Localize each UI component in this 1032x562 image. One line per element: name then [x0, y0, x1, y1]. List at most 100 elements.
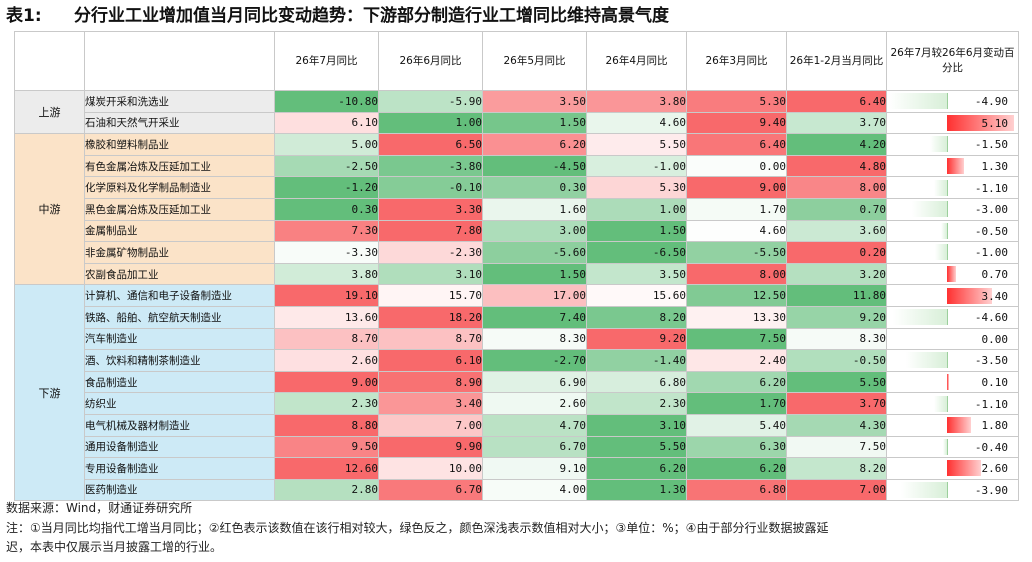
change-value: 0.10 [981, 376, 1009, 390]
value-cell: 4.20 [786, 133, 887, 156]
change-value: 1.30 [981, 160, 1009, 174]
change-value: -0.50 [974, 224, 1008, 238]
value-cell: 3.00 [482, 219, 587, 243]
header-col: 26年1-2月当月同比 [786, 31, 887, 91]
value-cell: 6.20 [686, 370, 787, 394]
value-cell: 19.10 [274, 284, 379, 307]
value-cell: 11.80 [786, 284, 887, 307]
table-row: 非金属矿物制品业 -3.30 -2.30 -5.60 -6.50 -5.50 0.20 -1.… [15, 241, 1019, 264]
value-cell: 8.00 [786, 176, 887, 199]
value-cell: 1.00 [586, 197, 687, 221]
value-cell: 12.50 [686, 284, 787, 307]
value-cell: 6.70 [378, 478, 483, 502]
industry-name: 石油和天然气开采业 [84, 111, 275, 135]
industry-name: 电气机械及器材制造业 [84, 413, 275, 437]
change-bar [905, 352, 949, 369]
value-cell: 6.80 [586, 370, 687, 394]
industry-name: 食品制造业 [84, 370, 275, 394]
change-value: 0.70 [981, 268, 1009, 282]
change-bar [947, 266, 957, 283]
change-cell: -4.90 [886, 90, 1019, 113]
change-bar [889, 93, 949, 110]
table-row: 医药制造业 2.80 6.70 4.00 1.30 6.80 7.00 -3.90 [15, 478, 1019, 502]
change-value: -3.00 [974, 203, 1008, 217]
value-cell: -3.30 [274, 241, 379, 264]
industry-name: 计算机、通信和电子设备制造业 [84, 284, 275, 307]
value-cell: 18.20 [378, 305, 483, 329]
change-bar [901, 481, 949, 498]
change-cell: -0.40 [886, 435, 1019, 459]
table-row: 汽车制造业 8.70 8.70 8.30 9.20 7.50 8.30 0.00 [15, 327, 1019, 351]
value-cell: 1.30 [586, 478, 687, 502]
change-bar [892, 309, 949, 326]
industry-name: 汽车制造业 [84, 327, 275, 351]
change-cell: -1.10 [886, 392, 1019, 415]
change-bar [929, 136, 949, 153]
table-title-text: 分行业工业增加值当月同比变动趋势：下游部分制造行业工增同比维持高景气度 [74, 6, 669, 26]
industry-name: 纺织业 [84, 392, 275, 415]
change-bar [947, 417, 971, 434]
table-row: 食品制造业 9.00 8.90 6.90 6.80 6.20 5.50 0.10 [15, 370, 1019, 394]
table-row: 中游 橡胶和塑料制品业 5.00 6.50 6.20 5.50 6.40 4.20 -1.50 [14, 133, 1019, 286]
header-col: 26年3月同比 [686, 31, 787, 91]
value-cell: 7.40 [482, 305, 587, 329]
value-cell: 3.50 [482, 90, 587, 113]
change-bar [947, 114, 1014, 131]
value-cell: 5.50 [586, 133, 687, 156]
change-cell: 3.40 [886, 284, 1019, 307]
change-value: -1.00 [974, 246, 1008, 260]
table-row: 上游 煤炭开采和洗选业 -10.80 -5.90 3.50 3.80 5.30 6.40 -4.… [14, 89, 1019, 135]
industry-name: 橡胶和塑料制品业 [84, 133, 275, 156]
value-cell: 17.00 [482, 284, 587, 307]
footnote-line-2: 迟，本表中仅展示当月披露工增的行业。 [6, 540, 223, 554]
value-cell: 8.30 [482, 327, 587, 351]
source-note: 数据来源：Wind，财通证券研究所 [6, 501, 193, 515]
value-cell: 0.00 [686, 154, 787, 178]
value-cell: 2.30 [586, 392, 687, 415]
value-cell: 10.00 [378, 457, 483, 480]
value-cell: -10.80 [274, 90, 379, 113]
change-value: 5.10 [981, 116, 1009, 130]
value-cell: 8.70 [274, 327, 379, 351]
change-bar [947, 158, 965, 175]
value-cell: 4.30 [786, 413, 887, 437]
value-cell: -2.50 [274, 154, 379, 178]
value-cell: 4.60 [686, 219, 787, 243]
header-col: 26年4月同比 [586, 31, 687, 91]
value-cell: 8.30 [786, 327, 887, 351]
change-cell: 1.80 [886, 413, 1019, 437]
value-cell: 3.80 [274, 262, 379, 286]
value-cell: -5.90 [378, 90, 483, 113]
table-row: 农副食品加工业 3.80 3.10 1.50 3.50 8.00 3.20 0.70 [15, 262, 1019, 286]
change-bar [934, 179, 949, 196]
change-value: -1.10 [974, 181, 1008, 195]
change-bar [947, 460, 982, 477]
value-cell: -1.00 [586, 154, 687, 178]
industry-name: 农副食品加工业 [84, 262, 275, 286]
value-cell: 3.70 [786, 392, 887, 415]
value-cell: 3.40 [378, 392, 483, 415]
value-cell: 0.30 [482, 176, 587, 199]
change-cell: 0.00 [886, 327, 1019, 351]
header-col: 26年5月同比 [482, 31, 587, 91]
industry-name: 通用设备制造业 [84, 435, 275, 459]
change-value: -4.60 [974, 311, 1008, 325]
table-row: 下游 计算机、通信和电子设备制造业 19.10 15.70 17.00 15.60 12.5… [14, 284, 1019, 502]
table-row: 专用设备制造业 12.60 10.00 9.10 6.20 6.20 8.20 2.60 [15, 457, 1019, 480]
value-cell: 12.60 [274, 457, 379, 480]
value-cell: 5.40 [686, 413, 787, 437]
footnote-line-1: 注：①当月同比均指代工增当月同比；②红色表示该数值在该行相对较大，绿色反之，颜色… [6, 521, 829, 535]
segment-label: 下游 [14, 284, 85, 502]
header-col: 26年6月同比 [378, 31, 483, 91]
value-cell: -0.50 [786, 349, 887, 372]
change-cell: -1.00 [886, 241, 1019, 264]
change-cell: 0.10 [886, 370, 1019, 394]
value-cell: 7.30 [274, 219, 379, 243]
value-cell: -0.10 [378, 176, 483, 199]
value-cell: 8.80 [274, 413, 379, 437]
industry-name: 煤炭开采和洗选业 [84, 90, 275, 113]
value-cell: 8.20 [586, 305, 687, 329]
segment-label: 上游 [14, 89, 85, 135]
industry-name: 酒、饮料和精制茶制造业 [84, 349, 275, 372]
value-cell: 3.10 [586, 413, 687, 437]
